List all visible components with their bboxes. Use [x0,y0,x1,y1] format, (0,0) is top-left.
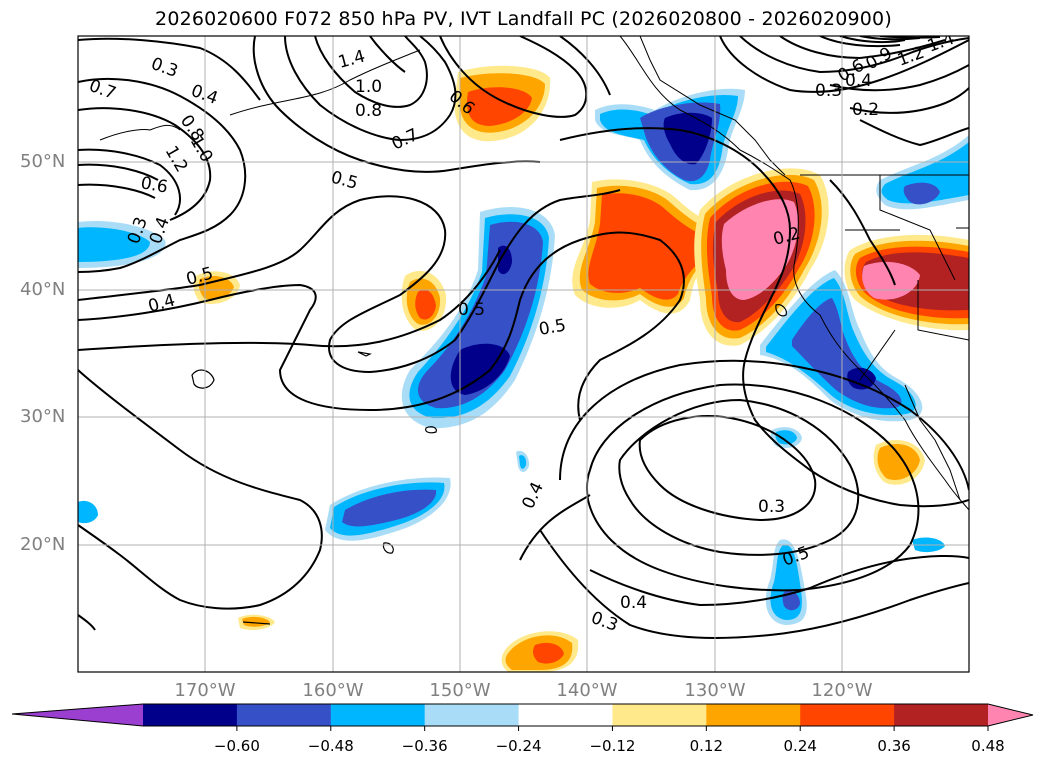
contour-label: 0.8 [355,101,382,121]
colorbar-cell [800,704,895,726]
lon-label: 170°W [174,680,236,701]
colorbar-cell [612,704,707,726]
lat-label: 40°N [20,279,66,300]
colorbar-cell [518,704,613,726]
colorbar-tick-label: −0.60 [213,737,260,755]
contour-label: 0.4 [620,593,647,613]
contour-label: 0.4 [845,71,872,91]
colorbar-tick-label: −0.48 [307,737,354,755]
graticule [78,36,969,672]
colorbar-tick-label: 0.12 [689,737,724,755]
colorbar-extend-min [12,704,143,726]
colorbar [11,703,1034,731]
colorbar-cell [894,704,989,726]
colorbar-extend-max [988,704,1033,726]
contour-label: 0.6 [139,173,169,197]
lon-label: 120°W [811,680,873,701]
lon-label: 130°W [684,680,746,701]
coastline [99,36,969,511]
colorbar-tick-label: 0.24 [783,737,817,755]
contour-label: 1.0 [355,77,382,97]
contour-label: 0.3 [758,497,785,517]
colorbar-cell [236,704,332,726]
islands [191,304,787,625]
contour-label: 0.2 [852,100,879,120]
colorbar-cell [706,704,801,726]
map-title: 2026020600 F072 850 hPa PV, IVT Landfall… [155,8,892,30]
colorbar-tick-label: −0.24 [495,737,542,755]
lat-label: 20°N [20,534,66,555]
colorbar-tick-label: 0.48 [971,737,1005,755]
contour-label: 0.3 [815,81,842,101]
contour-label: 0.5 [458,300,485,320]
colorbar-cell [143,704,238,726]
colorbar-cell [424,704,520,726]
lon-label: 150°W [429,680,491,701]
contour-label: 0.5 [537,316,567,340]
colorbar-tick-label: −0.36 [401,737,448,755]
lat-label: 50°N [20,151,66,172]
filled-anomaly-regions [78,65,969,672]
lon-label: 160°W [302,680,364,701]
map-frame [77,35,970,673]
lat-label: 30°N [20,406,66,427]
colorbar-cell [330,704,426,726]
lon-label: 140°W [556,680,618,701]
colorbar-tick-label: −0.12 [589,737,636,755]
colorbar-tick-label: 0.36 [877,737,911,755]
